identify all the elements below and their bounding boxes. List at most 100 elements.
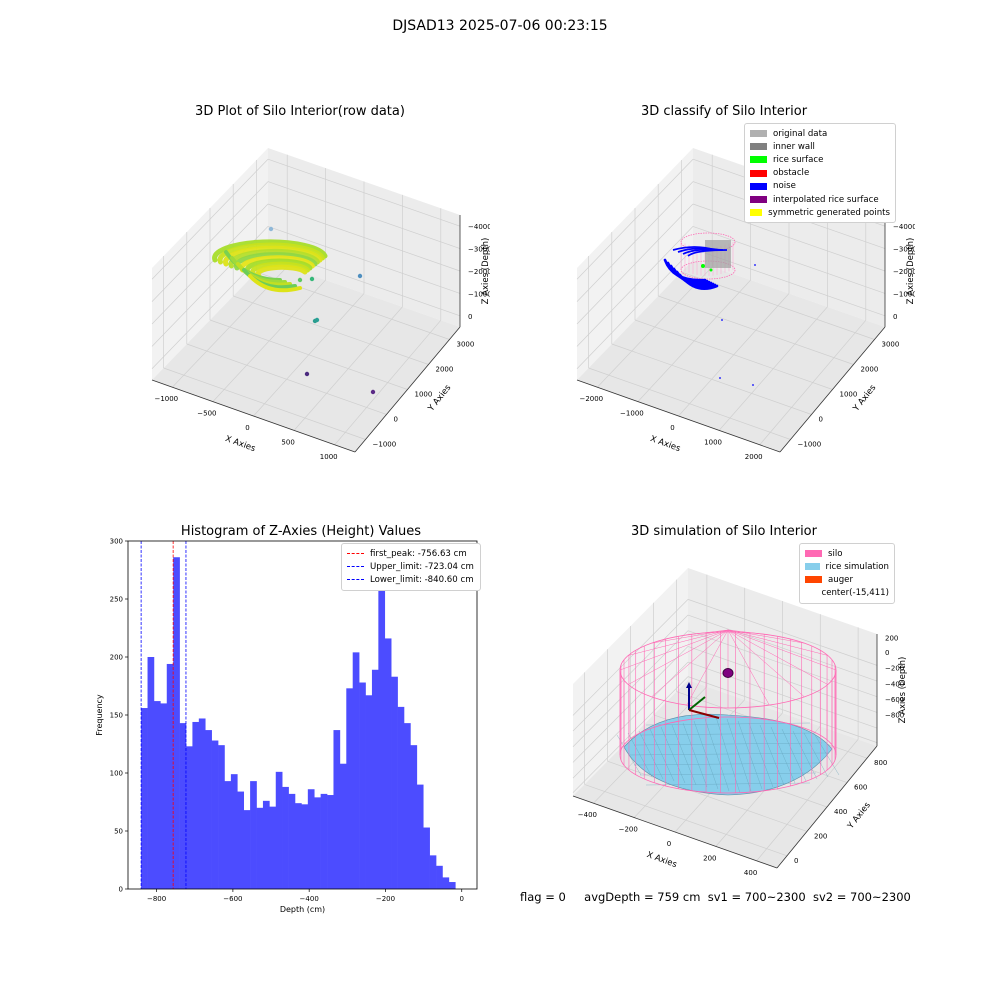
y-tick-label: 3000: [457, 341, 475, 349]
simulation-scene: [616, 629, 840, 796]
x-tick-label: −600: [223, 895, 242, 903]
histogram-bar: [365, 695, 373, 889]
noise-arc: [687, 249, 728, 257]
outlier-point: [309, 276, 315, 282]
raw-data-3d-plot: −1000 −500 0 500 1000 −1000 0 1000 2000 3000 0 −100…: [151, 148, 490, 460]
legend-obstacle: obstacle: [750, 167, 890, 180]
histogram-bar: [403, 723, 411, 889]
y-tick-label: 200: [814, 832, 827, 840]
y-tick-label: 1000: [840, 391, 858, 399]
x-tick-label: −1000: [154, 395, 178, 403]
legend-original-data: original data: [750, 127, 890, 140]
histogram-bar: [314, 797, 321, 889]
x-tick-label: −200: [619, 826, 638, 834]
auger-marker: [722, 668, 734, 678]
x-axis-label: X Axies: [649, 434, 682, 454]
histogram-bar: [301, 804, 309, 889]
histogram-bars: [141, 557, 456, 889]
axis-lines: [572, 634, 878, 869]
z-tick-label: 0: [468, 313, 472, 321]
histogram-bar: [327, 795, 334, 889]
x-axis-label: X Axies: [224, 434, 257, 454]
y-tick-label: 0: [119, 886, 123, 894]
histogram-bar: [179, 723, 187, 889]
swatch-symmetric: [750, 209, 763, 217]
z-tick-label: −600: [885, 696, 904, 704]
histogram-bar: [211, 740, 219, 889]
line-swatch-peak: [347, 553, 364, 555]
y-tick-label: 200: [110, 654, 123, 662]
y-tick-label: 2000: [436, 366, 454, 374]
histogram-bar: [218, 745, 225, 889]
outlier-point: [357, 273, 363, 279]
x-tick-label: 0: [667, 840, 671, 848]
x-tick-label: −400: [300, 895, 319, 903]
x-tick-label: −800: [147, 895, 166, 903]
y-tick-label: 50: [114, 828, 123, 836]
classify-3d-plot: −2000 −1000 0 1000 2000 −1000 0 1000 2000 3000 0 −1…: [576, 148, 915, 460]
status-sv2: sv2 = 700~2300: [812, 890, 911, 904]
y-arrow: [688, 696, 706, 711]
histogram-bar: [346, 688, 354, 889]
legend-auger: auger: [805, 573, 889, 586]
legend-symmetric-generated-points: symmetric generated points: [750, 206, 890, 219]
silo-bottom-rim: [619, 716, 837, 794]
y-tick-label: −1000: [798, 441, 822, 449]
histogram-bar: [307, 789, 315, 889]
x-axis-label: Depth (cm): [280, 905, 325, 914]
inner-wall-points: [705, 240, 731, 268]
noise-point: [721, 319, 723, 321]
histogram-bar: [333, 730, 341, 889]
legend-first-peak: first_peak: -756.63 cm: [347, 547, 475, 560]
silo-roof-line: [727, 629, 828, 656]
histogram-bar: [320, 793, 328, 889]
x-axis-label: X Axies: [645, 850, 678, 870]
z-tick-label: −1000: [893, 290, 915, 298]
histogram-bar: [423, 827, 430, 889]
silo-roof-line: [727, 629, 770, 706]
swatch-inner-wall: [750, 143, 767, 151]
x-tick-label: 0: [245, 424, 249, 432]
noise-arc: [681, 276, 719, 290]
noise-point: [752, 384, 754, 386]
histogram-bar: [230, 774, 238, 889]
silo-bottom: [680, 260, 736, 280]
histogram-bar: [352, 652, 360, 889]
z-tick-label: −3000: [468, 246, 490, 254]
x-tick-label: −500: [197, 410, 216, 418]
classified-point-cloud: [663, 232, 756, 386]
y-tick-label: 0: [794, 857, 798, 865]
legend-rice-surface: rice surface: [750, 153, 890, 166]
x-tick-label: 0: [670, 424, 674, 432]
histogram-bar: [429, 855, 437, 889]
z-tick-label: 0: [893, 313, 897, 321]
histogram-bar: [173, 557, 180, 889]
x-tick-label: 200: [703, 854, 716, 862]
histogram-bar: [275, 771, 283, 889]
silo-roof-line: [727, 629, 828, 685]
line-swatch-lower: [347, 579, 364, 581]
z-tick-label: −2000: [468, 268, 490, 276]
z-tick-label: −800: [885, 712, 904, 720]
status-avg-depth: avgDepth = 759 cm: [584, 890, 701, 904]
histogram-bar: [359, 682, 366, 889]
y-tick-label: 300: [110, 538, 123, 546]
silo-roof-line: [727, 629, 837, 671]
legend-noise: noise: [750, 180, 890, 193]
histogram-bar: [416, 784, 424, 889]
noise-point: [719, 377, 721, 379]
raw-point-cloud: [212, 226, 376, 395]
histogram-bar: [282, 786, 289, 889]
rice-surface-point: [701, 264, 705, 268]
classify-title: 3D classify of Silo Interior: [640, 104, 808, 119]
legend-inner-wall: inner wall: [750, 140, 890, 153]
x-tick-label: 500: [281, 438, 294, 446]
silo-roof-line: [686, 629, 729, 706]
x-tick-label: 1000: [320, 453, 338, 460]
legend-upper-limit: Upper_limit: -723.04 cm: [347, 560, 475, 573]
histogram-bar: [186, 746, 193, 889]
histogram-bar: [153, 701, 161, 889]
histogram-bar: [339, 763, 347, 889]
status-sv1: sv1 = 700~2300: [707, 890, 806, 904]
histogram-bar: [160, 703, 168, 889]
